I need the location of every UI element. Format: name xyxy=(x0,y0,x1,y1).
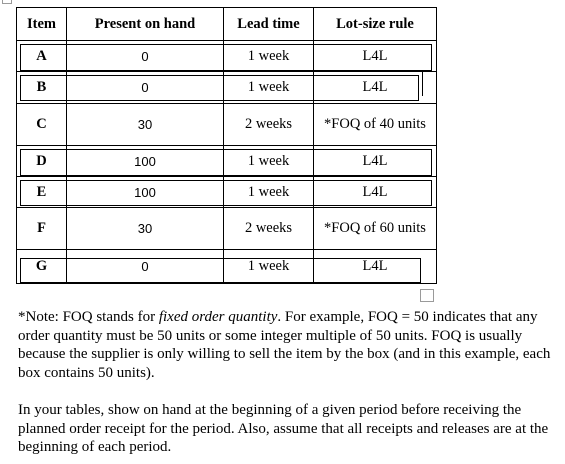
inner-cell-frame xyxy=(20,75,419,101)
cell-on-hand: 30 xyxy=(66,103,224,146)
instructions-paragraph: In your tables, show on hand at the begi… xyxy=(18,402,549,456)
cell-item: D xyxy=(16,145,67,177)
cell-item: G xyxy=(16,249,67,284)
inner-cell-frame xyxy=(20,149,432,176)
inventory-table: Item Present on hand Lead time Lot-size … xyxy=(16,7,437,284)
table-row: F 30 2 weeks *FOQ of 60 units xyxy=(16,207,437,250)
table-row: A 0 1 week L4L xyxy=(16,40,437,72)
cell-lead-time: 2 weeks xyxy=(223,207,314,250)
cell-lead-time: 1 week xyxy=(223,40,314,72)
paragraph-anchor-icon xyxy=(420,289,434,302)
cell-lot-size: L4L xyxy=(313,145,437,177)
cell-on-hand: 30 xyxy=(66,207,224,250)
cell-item: F xyxy=(16,207,67,250)
table-row: B 0 1 week L4L xyxy=(16,71,437,104)
inner-cell-frame xyxy=(20,258,421,283)
cell-on-hand: 0 xyxy=(66,249,224,284)
inner-cell-frame xyxy=(20,44,432,71)
cell-lead-time: 1 week xyxy=(223,145,314,177)
header-item: Item xyxy=(16,7,67,41)
header-lot-size-rule: Lot-size rule xyxy=(313,7,437,41)
note-prefix: *Note: FOQ stands for xyxy=(18,309,159,325)
table-header-row: Item Present on hand Lead time Lot-size … xyxy=(16,7,437,41)
cell-item: C xyxy=(16,103,67,146)
cell-lot-size: *FOQ of 40 units xyxy=(313,103,437,146)
header-present-on-hand: Present on hand xyxy=(66,7,224,41)
corner-crop-mark xyxy=(2,0,12,4)
cell-lot-size: L4L xyxy=(313,249,437,284)
note-emphasis: fixed order quantity xyxy=(158,309,278,325)
cell-lead-time: 1 week xyxy=(223,71,314,104)
header-lead-time: Lead time xyxy=(223,7,314,41)
cell-on-hand: 100 xyxy=(66,176,224,208)
cell-lead-time: 1 week xyxy=(223,249,314,284)
text-cursor xyxy=(422,72,423,96)
cell-item: E xyxy=(16,176,67,208)
note-rest: . For example, FOQ = 50 indicates that a… xyxy=(18,309,551,381)
cell-lot-size: L4L xyxy=(313,40,437,72)
table-row: G 0 1 week L4L xyxy=(16,249,437,284)
cell-lot-size: *FOQ of 60 units xyxy=(313,207,437,250)
cell-lot-size: L4L xyxy=(313,71,437,104)
foq-note: *Note: FOQ stands for fixed order quanti… xyxy=(18,308,562,382)
table-row: C 30 2 weeks *FOQ of 40 units xyxy=(16,103,437,146)
inner-cell-frame xyxy=(20,180,432,206)
cell-lot-size: L4L xyxy=(313,176,437,208)
cell-lead-time: 2 weeks xyxy=(223,103,314,146)
